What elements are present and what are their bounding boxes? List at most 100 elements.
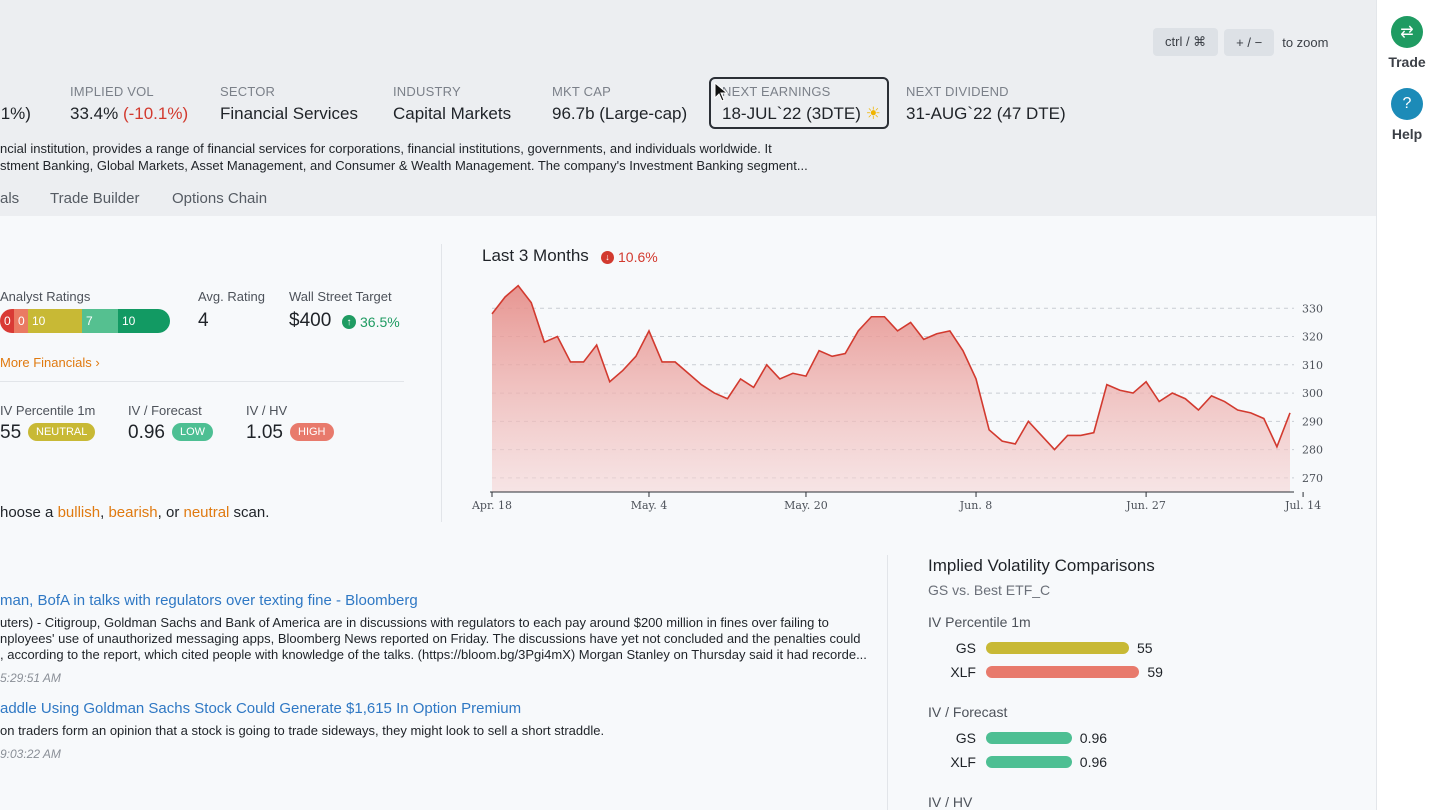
divider — [887, 555, 888, 810]
news-timestamp: 5:29:51 AM — [0, 671, 61, 685]
y-tick-label: 310 — [1302, 359, 1323, 372]
scan-prompt: hoose a bullish, bearish, or neutral sca… — [0, 504, 269, 521]
divider — [0, 381, 404, 382]
iv-forecast-label: IV / Forecast — [128, 403, 202, 418]
news-timestamp: 9:03:22 AM — [0, 747, 61, 761]
ivc-bar — [986, 732, 1072, 744]
zoom-key-plus-minus: + / − — [1224, 28, 1275, 56]
news-body-line: nployees' use of unauthorized messaging … — [0, 631, 861, 646]
zoom-hint-text: to zoom — [1282, 34, 1329, 50]
swap-arrows-icon: ⇄ — [1400, 24, 1414, 41]
mkt-cap-value: 96.7b (Large-cap) — [552, 104, 688, 123]
y-tick-label: 320 — [1302, 331, 1323, 344]
help-label[interactable]: Help — [1391, 126, 1423, 142]
industry-value: Capital Markets — [393, 104, 512, 123]
ivc-value: 0.96 — [1079, 730, 1108, 746]
tab-trade-builder[interactable]: Trade Builder — [50, 190, 140, 207]
x-tick-label: Jun. 27 — [1125, 499, 1166, 512]
iv-comparisons-title: Implied Volatility Comparisons — [928, 556, 1155, 575]
sun-icon: ☀ — [865, 104, 881, 123]
main-panel — [0, 216, 1376, 810]
price-line — [491, 284, 1291, 451]
price-chart: 270 280 290 300 310 320 330 Apr. 18 May. 4 May. 2… — [471, 284, 1323, 512]
iv-hv-label: IV / HV — [246, 403, 288, 418]
implied-vol-value: 33.4% — [70, 104, 119, 123]
tab-fundamentals[interactable]: als — [0, 190, 20, 207]
stat-implied-vol: IMPLIED VOL 33.4% (-10.1%) — [70, 84, 188, 124]
ivc-value: 0.96 — [1079, 754, 1108, 770]
y-tick-label: 300 — [1302, 387, 1323, 400]
zoom-hint: ctrl / ⌘ + / − to zoom — [1153, 28, 1328, 56]
ivc-value: 59 — [1147, 664, 1163, 680]
wall-street-target-value: $400 — [289, 310, 332, 331]
iv-percentile-label: IV Percentile 1m — [0, 403, 96, 418]
ivc-bar — [986, 666, 1140, 678]
stat-partial-value: .1%) — [0, 104, 31, 123]
help-button[interactable]: ? — [1391, 88, 1423, 120]
chart-title: Last 3 Months — [482, 246, 589, 265]
ivc-bar — [986, 642, 1129, 654]
news-body-line: on traders form an opinion that a stock … — [0, 723, 605, 738]
news-body-line: , according to the report, which cited p… — [0, 647, 867, 662]
iv-hv-value: 1.05 — [246, 422, 283, 443]
x-tick-label: Apr. 18 — [471, 499, 512, 512]
next-earnings-box[interactable] — [709, 77, 889, 129]
next-dividend-value: 31-AUG`22 (47 DTE) — [906, 104, 1066, 123]
chart-change-value: 10.6% — [618, 249, 658, 265]
news-body-line: uters) - Citigroup, Goldman Sachs and Ba… — [0, 615, 829, 630]
neutral-badge: NEUTRAL — [28, 423, 96, 441]
ivc-value: 55 — [1137, 640, 1153, 656]
company-description: ncial institution, provides a range of f… — [0, 140, 808, 174]
sector-label: SECTOR — [220, 84, 276, 99]
tab-options-chain[interactable]: Options Chain — [172, 190, 268, 207]
question-icon: ? — [1402, 95, 1412, 112]
price-area — [492, 285, 1290, 492]
rating-segment-hold: 10 — [28, 309, 82, 333]
rating-segment-sell: 0 — [14, 309, 28, 333]
target-change-value: 36.5% — [360, 314, 400, 330]
y-tick-label: 280 — [1302, 444, 1323, 457]
avg-rating-value: 4 — [198, 310, 209, 331]
stat-partial: .1%) — [0, 84, 31, 124]
news-headline[interactable]: addle Using Goldman Sachs Stock Could Ge… — [0, 700, 522, 717]
low-badge: LOW — [172, 423, 214, 441]
avg-rating-label: Avg. Rating — [198, 289, 265, 304]
description-line: stment Banking, Global Markets, Asset Ma… — [0, 158, 808, 173]
target-change: ↑ 36.5% — [342, 314, 400, 330]
sector-value: Financial Services — [220, 104, 358, 123]
ivc-row-label: XLF — [950, 754, 976, 770]
y-tick-label: 330 — [1302, 302, 1323, 315]
stat-next-earnings[interactable]: NEXT EARNINGS 18-JUL`22 (3DTE) ☀ — [722, 84, 881, 124]
x-tick-label: Jul. 14 — [1284, 499, 1321, 512]
bearish-scan-link[interactable]: bearish — [108, 504, 158, 521]
arrow-up-icon: ↑ — [342, 315, 356, 329]
ivc-section-label: IV Percentile 1m — [928, 614, 1031, 630]
y-tick-label: 270 — [1302, 472, 1323, 485]
analyst-ratings-label: Analyst Ratings — [0, 289, 91, 304]
bullish-scan-link[interactable]: bullish — [57, 504, 101, 521]
high-badge: HIGH — [290, 423, 334, 441]
stat-next-dividend: NEXT DIVIDEND 31-AUG`22 (47 DTE) — [906, 84, 1066, 124]
rating-segment-buy: 7 — [82, 309, 118, 333]
implied-vol-change: (-10.1%) — [122, 104, 189, 123]
ivc-row-label: XLF — [950, 664, 976, 680]
ivc-bar — [986, 756, 1072, 768]
trade-button[interactable]: ⇄ — [1391, 16, 1423, 48]
neutral-scan-link[interactable]: neutral — [183, 504, 230, 521]
wall-street-target-label: Wall Street Target — [289, 289, 392, 304]
trade-label[interactable]: Trade — [1388, 54, 1426, 70]
scan-separator: , or — [157, 504, 180, 521]
news-headline[interactable]: man, BofA in talks with regulators over … — [0, 592, 418, 609]
implied-vol-label: IMPLIED VOL — [70, 84, 154, 99]
next-dividend-label: NEXT DIVIDEND — [906, 84, 1009, 99]
more-financials-link[interactable]: More Financials › — [0, 355, 100, 370]
ivc-row-label: GS — [955, 640, 976, 656]
iv-percentile-value: 55 — [0, 422, 22, 443]
industry-label: INDUSTRY — [393, 84, 461, 99]
x-tick-label: May. 4 — [631, 499, 668, 512]
divider — [441, 244, 442, 522]
iv-forecast-value: 0.96 — [128, 422, 165, 443]
scan-suffix: scan. — [233, 504, 270, 521]
stat-sector: SECTOR Financial Services — [220, 84, 358, 124]
arrow-down-icon: ↓ — [601, 250, 614, 264]
